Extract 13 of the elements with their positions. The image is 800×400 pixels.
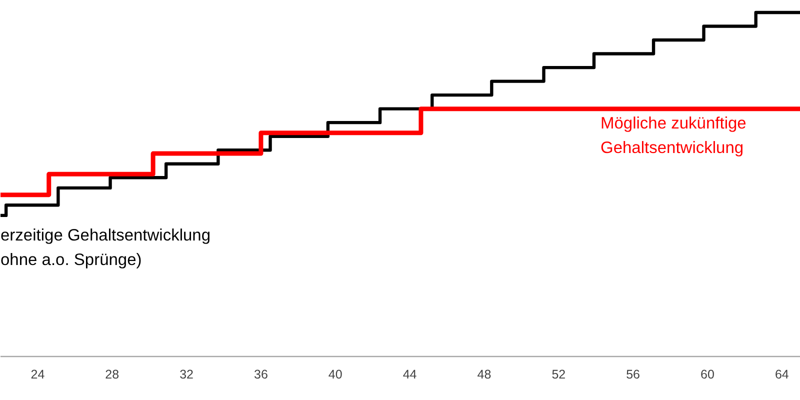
x-tick-label: 36 [254, 368, 268, 382]
x-tick-label: 64 [774, 368, 789, 382]
x-tick-label: 32 [180, 368, 194, 382]
series-label: Mögliche zukünftige Gehaltsentwicklung [600, 114, 746, 157]
series-label: erzeitige Gehaltsentwicklung ohne a.o. Sprünge) [0, 226, 211, 269]
x-tick-label: 60 [700, 368, 714, 382]
x-tick-label: 56 [626, 368, 640, 382]
x-tick-label: 52 [552, 368, 566, 382]
x-tick-label: 48 [477, 368, 492, 382]
x-tick-label: 28 [105, 368, 120, 382]
x-tick-label: 40 [328, 368, 342, 382]
x-tick-label: 24 [30, 368, 45, 382]
x-tick-label: 44 [402, 368, 417, 382]
